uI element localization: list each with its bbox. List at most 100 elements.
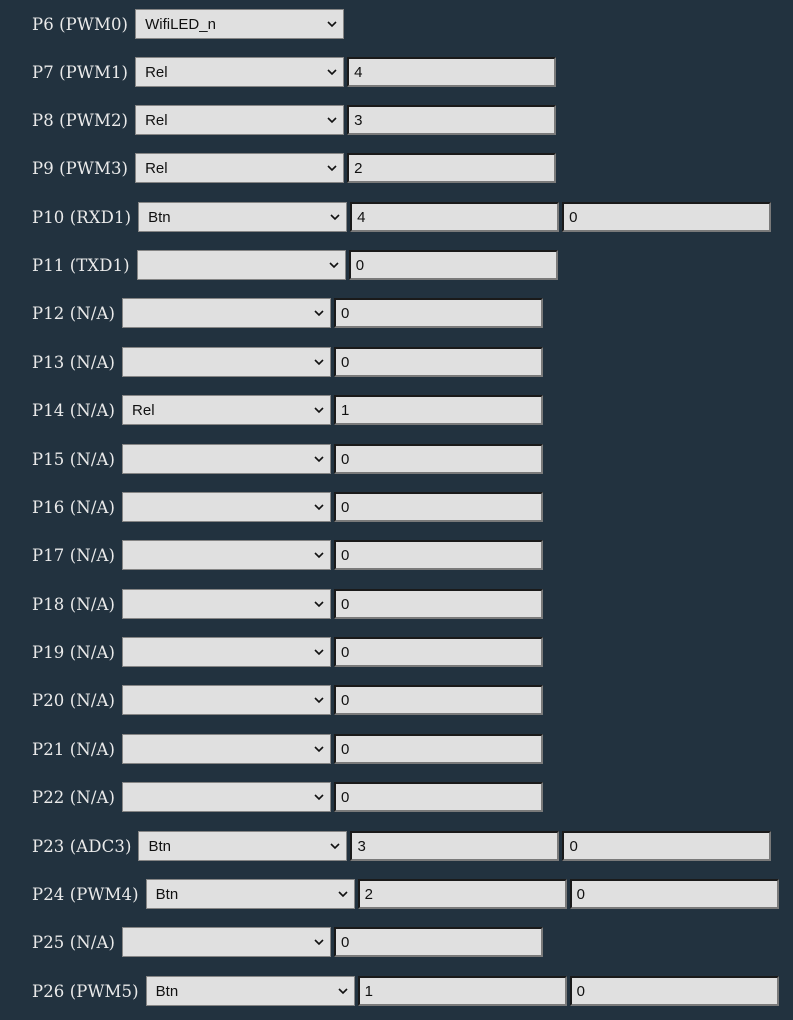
pin-channel-field[interactable]: 1	[357, 976, 567, 1006]
pin-label: P19 (N/A)	[32, 642, 116, 662]
pin-channel-field[interactable]: 0	[334, 298, 544, 328]
pin-label: P20 (N/A)	[32, 690, 116, 710]
pin-label: P13 (N/A)	[32, 352, 116, 372]
pin-channel-value: 0	[341, 498, 350, 516]
pin-channel-value: 0	[341, 643, 350, 661]
pin-label: P22 (N/A)	[32, 787, 116, 807]
pin-role-value: Rel	[145, 159, 168, 177]
pin-row: P19 (N/A) 0	[32, 637, 546, 667]
pin-row: P6 (PWM0) WifiLED_n	[32, 9, 347, 39]
pin-row: P24 (PWM4) Btn 2 0	[32, 879, 782, 909]
pin-row: P14 (N/A) Rel 1	[32, 395, 546, 425]
pin-channel-field[interactable]: 0	[334, 734, 544, 764]
pin-label: P18 (N/A)	[32, 594, 116, 614]
pin-channel-value: 0	[569, 837, 578, 855]
pin-label: P25 (N/A)	[32, 932, 116, 952]
pin-channel-field[interactable]: 0	[334, 685, 544, 715]
pin-row: P20 (N/A) 0	[32, 685, 546, 715]
pin-role-select[interactable]	[122, 637, 332, 667]
pin-role-select[interactable]	[122, 444, 332, 474]
pin-row: P13 (N/A) 0	[32, 347, 546, 377]
pin-channel-field[interactable]: 0	[348, 250, 558, 280]
chevron-down-icon	[327, 117, 337, 124]
pin-channel-field[interactable]: 2	[357, 879, 567, 909]
pin-channel-value: 0	[576, 885, 586, 903]
pin-row: P8 (PWM2) Rel 3	[32, 105, 559, 135]
chevron-down-icon	[314, 504, 324, 511]
pin-channel-field[interactable]: 0	[334, 637, 544, 667]
pin-label: P10 (RXD1)	[32, 207, 132, 227]
pin-role-select[interactable]	[122, 540, 332, 570]
pin-label: P21 (N/A)	[32, 739, 116, 759]
pin-channel-field[interactable]: 0	[334, 589, 544, 619]
pin-row: P17 (N/A) 0	[32, 540, 546, 570]
pin-row: P15 (N/A) 0	[32, 444, 546, 474]
pin-role-select[interactable]	[136, 250, 346, 280]
pin-label: P6 (PWM0)	[32, 14, 129, 34]
pin-channel-field[interactable]: 4	[350, 202, 560, 232]
pin-label: P14 (N/A)	[32, 400, 116, 420]
pin-channel-field[interactable]: 3	[350, 831, 560, 861]
pin-channel-field[interactable]: 0	[562, 202, 772, 232]
pin-label: P12 (N/A)	[32, 303, 116, 323]
pin-role-select[interactable]: Rel	[135, 57, 345, 87]
pin-role-select[interactable]: Rel	[135, 153, 345, 183]
pin-channel-field[interactable]: 0	[334, 540, 544, 570]
pin-label: P17 (N/A)	[32, 545, 116, 565]
pin-role-value: WifiLED_n	[145, 15, 216, 33]
pin-channel-field[interactable]: 1	[334, 395, 544, 425]
chevron-down-icon	[314, 746, 324, 753]
pin-channel-field[interactable]: 0	[334, 347, 544, 377]
pin-row: P22 (N/A) 0	[32, 782, 546, 812]
pin-channel-field[interactable]: 0	[569, 976, 779, 1006]
pin-role-value: Btn	[148, 837, 171, 855]
pin-row: P12 (N/A) 0	[32, 298, 546, 328]
pin-role-select[interactable]	[122, 927, 332, 957]
pin-role-select[interactable]: Rel	[135, 105, 345, 135]
pin-channel-field[interactable]: 0	[334, 444, 544, 474]
pin-role-select[interactable]: Btn	[138, 202, 348, 232]
chevron-down-icon	[314, 794, 324, 801]
pin-role-select[interactable]	[122, 347, 332, 377]
pin-channel-value: 0	[576, 982, 586, 1000]
chevron-down-icon	[314, 601, 324, 608]
pin-channel-field[interactable]: 2	[347, 153, 557, 183]
pin-channel-field[interactable]: 0	[334, 492, 544, 522]
pin-channel-field[interactable]: 4	[347, 57, 557, 87]
pin-role-select[interactable]	[122, 492, 332, 522]
pin-role-value: Rel	[145, 63, 168, 81]
pin-role-select[interactable]: Btn	[138, 831, 348, 861]
pin-channel-field[interactable]: 0	[334, 782, 544, 812]
pin-role-select[interactable]	[122, 589, 332, 619]
pin-channel-value: 2	[364, 885, 374, 903]
pin-role-select[interactable]	[122, 782, 332, 812]
pin-role-select[interactable]	[122, 298, 332, 328]
pin-row: P9 (PWM3) Rel 2	[32, 153, 559, 183]
pin-role-select[interactable]	[122, 685, 332, 715]
pin-role-select[interactable]: Btn	[145, 879, 355, 909]
pin-label: P11 (TXD1)	[32, 255, 130, 275]
pin-channel-field[interactable]: 0	[562, 831, 772, 861]
pin-channel-value: 0	[341, 740, 350, 758]
pin-channel-field[interactable]: 3	[347, 105, 557, 135]
pin-role-select[interactable]: Rel	[122, 395, 332, 425]
pin-row: P10 (RXD1) Btn 4 0	[32, 202, 774, 232]
pin-channel-field[interactable]: 0	[334, 927, 544, 957]
chevron-down-icon	[327, 21, 337, 28]
pin-channel-value: 0	[341, 450, 350, 468]
pin-role-value: Btn	[155, 982, 179, 1000]
pin-role-value: Rel	[145, 111, 168, 129]
pin-role-select[interactable]	[122, 734, 332, 764]
pin-role-select[interactable]: WifiLED_n	[135, 9, 345, 39]
chevron-down-icon	[314, 359, 324, 366]
pin-label: P7 (PWM1)	[32, 62, 129, 82]
pin-label: P16 (N/A)	[32, 497, 116, 517]
pin-channel-field[interactable]: 0	[569, 879, 779, 909]
pin-channel-value: 0	[569, 208, 578, 226]
pin-label: P15 (N/A)	[32, 449, 116, 469]
pin-channel-value: 0	[341, 353, 350, 371]
pin-role-select[interactable]: Btn	[145, 976, 355, 1006]
pin-channel-value: 0	[341, 788, 350, 806]
pin-label: P8 (PWM2)	[32, 110, 129, 130]
